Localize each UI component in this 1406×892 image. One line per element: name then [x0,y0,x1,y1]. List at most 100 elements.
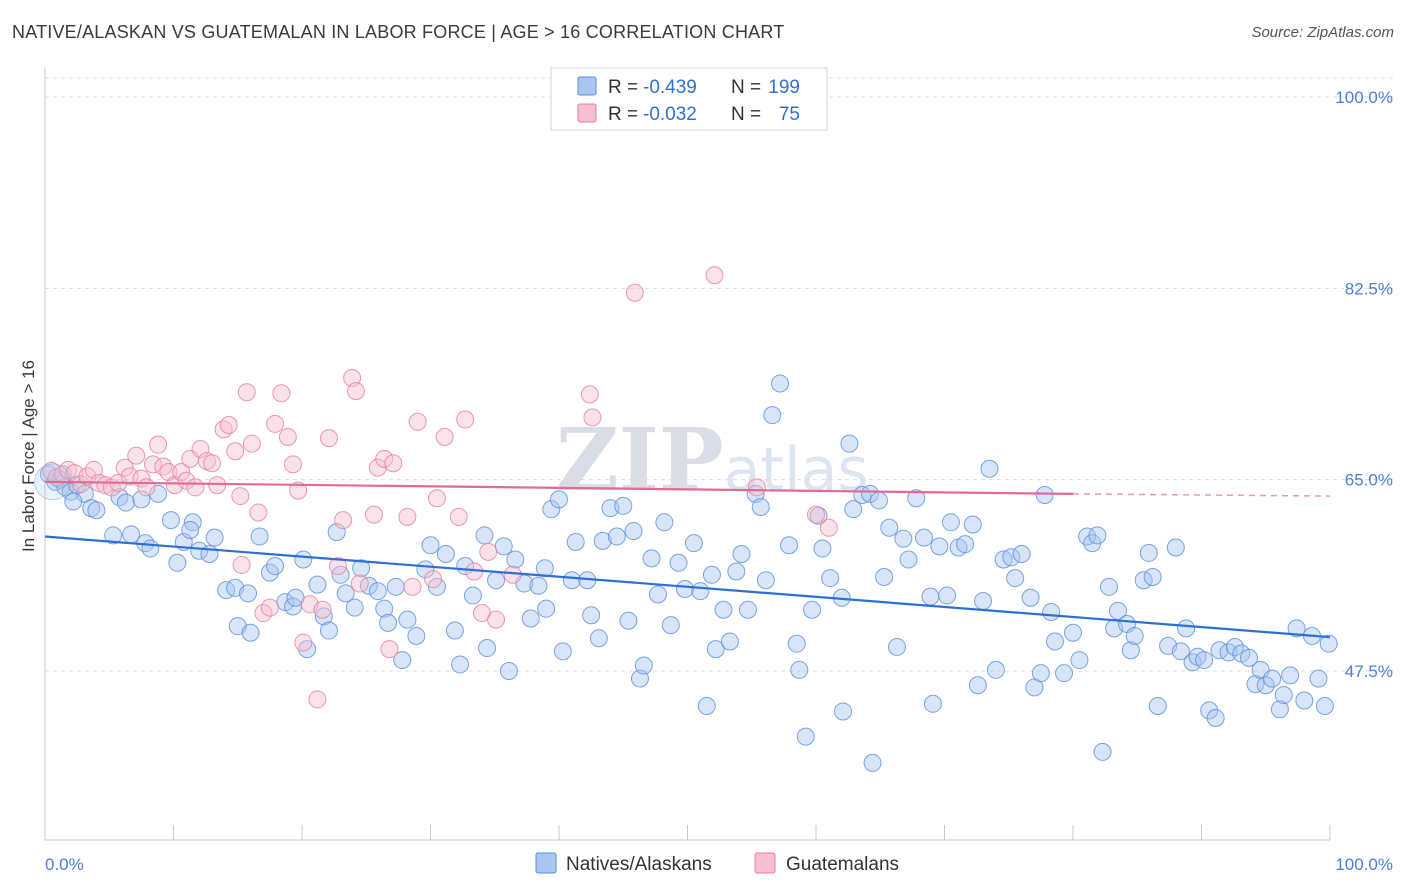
native-point-126 [880,518,899,537]
native-point-196 [1315,696,1334,715]
native-point-112 [796,727,815,746]
legend-n-label-natives: N = [731,77,761,98]
native-point-51 [398,610,417,629]
native-point-136 [941,513,960,532]
bottom-legend-swatch-guatemalans [754,852,776,874]
native-point-68 [521,609,540,628]
bottom-legend: Natives/Alaskans Guatemalans [535,852,899,875]
guatemalan-point-38 [260,598,279,617]
guatemalan-point-60 [403,577,422,596]
native-point-69 [529,576,548,595]
guatemalan-point-18 [149,435,168,454]
native-point-45 [359,576,378,595]
y-tick-label-1: 65.0% [1345,471,1393,490]
guatemalan-point-44 [294,633,313,652]
guatemalan-point-59 [398,507,417,526]
native-point-18 [168,553,187,572]
legend-n-value-natives: 199 [768,77,800,98]
native-point-161 [1099,577,1118,596]
native-point-23 [205,528,224,547]
guatemalan-point-74 [625,283,644,302]
native-point-124 [869,491,888,510]
native-point-98 [706,640,725,659]
guatemalan-point-5 [71,475,90,494]
guatemalan-point-47 [313,600,332,619]
native-point-89 [648,585,667,604]
legend-box: R = -0.439 N = 199 R = -0.032 N = 75 [550,67,828,131]
data-points [34,266,1338,772]
guatemalan-point-56 [375,449,394,468]
native-point-106 [756,571,775,590]
native-point-13 [132,490,151,509]
tick-labels: 47.5% 65.0% 82.5% 100.0% 0.0% 100.0% [45,88,1393,874]
native-point-9 [104,526,123,545]
native-point-17 [161,511,180,530]
trend-line-natives [44,535,1331,639]
native-point-44 [352,559,371,578]
guatemalan-point-49 [328,557,347,576]
native-point-145 [1002,548,1021,567]
guatemalan-point-22 [172,463,191,482]
x-tick-label-0: 0.0% [45,855,84,874]
guatemalan-point-46 [308,690,327,709]
native-point-73 [550,490,568,509]
guatemalan-point-39 [266,414,285,433]
guatemalan-point-36 [249,503,268,522]
native-point-61 [475,526,494,545]
native-point-38 [314,607,333,626]
native-point-195 [1309,669,1328,688]
native-point-146 [1006,569,1025,588]
guatemalan-point-6 [78,467,97,486]
guatemalan-point-52 [346,382,365,401]
native-point-42 [336,584,355,603]
native-point-74 [553,642,572,661]
native-point-111 [790,660,809,679]
native-point-142 [980,459,999,478]
guatemalan-point-42 [284,455,303,474]
native-point-160 [1093,742,1112,761]
guatemalan-point-62 [424,570,443,589]
y-tick-label-2: 82.5% [1345,279,1393,298]
native-point-134 [930,537,949,556]
guatemalan-point-21 [165,476,184,495]
native-point-96 [697,696,716,715]
native-point-108 [771,374,790,393]
native-point-116 [821,569,840,588]
native-point-66 [506,550,525,569]
native-point-119 [840,434,859,453]
trend-line-guatemalans [44,480,1074,495]
native-point-178 [1200,701,1219,720]
guatemalan-point-73 [583,408,602,427]
native-point-39 [319,621,338,640]
native-point-8 [87,501,106,520]
native-point-152 [1042,602,1061,621]
native-point-16 [149,484,168,503]
native-point-29 [250,527,269,546]
native-point-54 [421,536,440,555]
native-point-193 [1295,691,1314,710]
guatemalan-point-13 [120,467,139,486]
guatemalan-point-63 [427,489,446,508]
native-point-97 [702,565,721,584]
native-point-21 [190,541,209,560]
native-point-62 [478,639,497,658]
guatemalan-point-41 [278,428,297,447]
native-point-156 [1070,651,1089,670]
native-point-129 [899,550,918,569]
bottom-legend-natives: Natives/Alaskans [566,854,712,875]
native-point-131 [914,528,933,547]
guatemalan-point-66 [456,410,475,429]
native-point-76 [566,532,585,551]
guatemalan-point-34 [237,383,256,402]
watermark: ZIPatlas [556,410,869,511]
native-point-188 [1263,669,1282,688]
native-point-122 [860,484,879,503]
native-point-130 [907,489,926,508]
native-point-43 [345,598,364,617]
native-point-127 [887,637,906,656]
native-point-64 [494,537,513,556]
y-tick-label-0: 47.5% [1345,662,1393,681]
legend-r-label-guatemalans: R = [608,104,638,125]
chart-title: NATIVE/ALASKAN VS GUATEMALAN IN LABOR FO… [12,22,785,42]
